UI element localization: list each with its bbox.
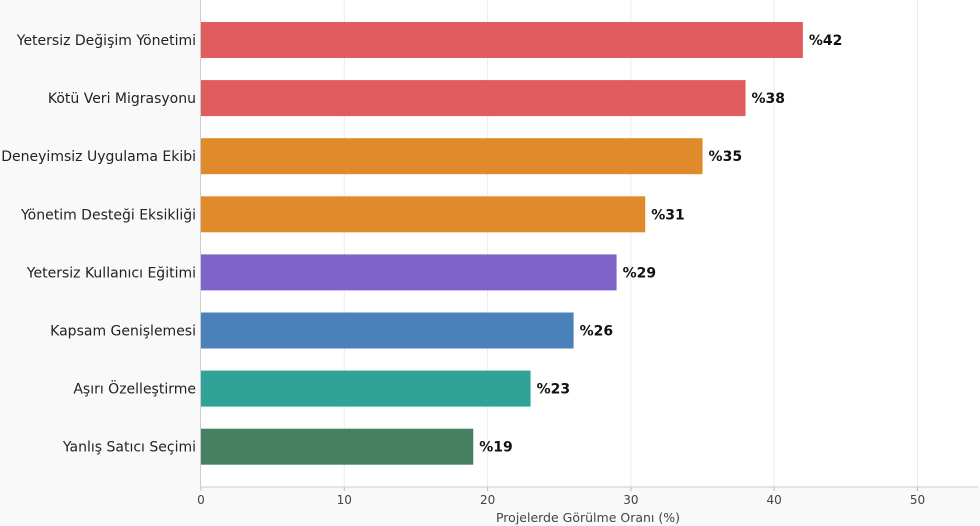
category-label: Aşırı Özelleştirme — [73, 380, 196, 398]
value-label: %23 — [537, 382, 571, 398]
category-label: Deneyimsiz Uygulama Ekibi — [1, 149, 196, 165]
category-label: Yetersiz Değişim Yönetimi — [16, 33, 196, 49]
category-label: Yönetim Desteği Eksikliği — [20, 207, 196, 223]
bar — [201, 428, 474, 465]
x-tick-labels: 0 10 20 30 40 50 — [197, 487, 925, 507]
category-label: Yetersiz Kullanıcı Eğitimi — [26, 265, 196, 281]
x-tick-label: 50 — [910, 493, 925, 507]
bar — [201, 370, 531, 407]
bars — [201, 22, 803, 465]
plot-area — [200, 0, 980, 487]
value-label: %38 — [752, 91, 786, 107]
x-axis-title: Projelerde Görülme Oranı (%) — [496, 510, 680, 525]
x-tick-label: 10 — [337, 493, 352, 507]
category-label: Yanlış Satıcı Seçimi — [62, 440, 196, 456]
value-label: %29 — [623, 265, 657, 281]
x-tick-label: 20 — [480, 493, 495, 507]
x-tick-label: 0 — [197, 493, 205, 507]
bar — [201, 312, 574, 349]
category-label: Kötü Veri Migrasyonu — [48, 91, 196, 107]
bar — [201, 196, 646, 233]
bar — [201, 22, 803, 58]
value-label: %19 — [479, 440, 513, 456]
x-tick-label: 40 — [767, 493, 782, 507]
category-labels: Yetersiz Değişim Yönetimi Kötü Veri Migra… — [1, 33, 196, 456]
value-labels: %42 %38 %35 %31 %29 %26 %23 %19 — [479, 33, 842, 456]
value-label: %42 — [809, 33, 843, 49]
value-label: %31 — [651, 207, 685, 223]
bar — [201, 80, 746, 117]
bar — [201, 138, 703, 175]
category-label: Kapsam Genişlemesi — [50, 324, 196, 340]
value-label: %35 — [709, 149, 743, 165]
value-label: %26 — [580, 324, 614, 340]
x-tick-label: 30 — [623, 493, 638, 507]
bar — [201, 254, 617, 291]
